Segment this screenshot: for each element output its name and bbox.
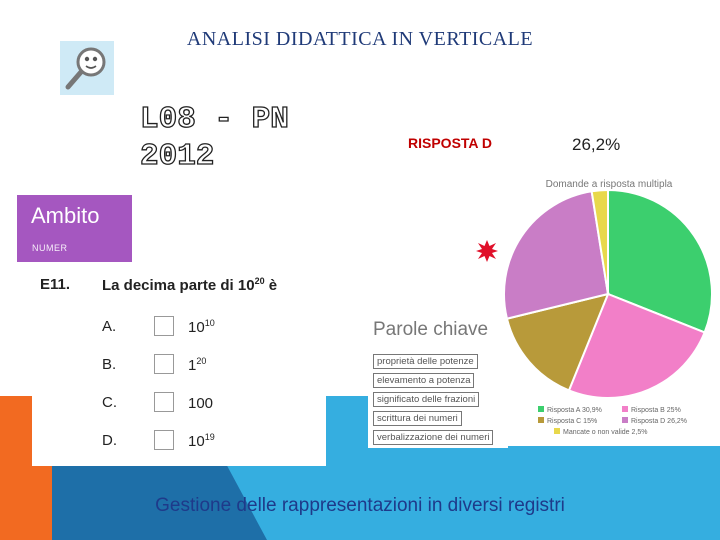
keywords-panel: Parole chiave proprietà delle potenze el…: [368, 312, 508, 448]
pie-slice-1: [567, 292, 706, 399]
pie-slice-2: [505, 292, 610, 392]
legend-swatch-2: [538, 417, 544, 423]
pie-chart: Domande a risposta multipla Risposta A 30…: [503, 179, 713, 436]
legend-swatch-3: [622, 417, 628, 423]
question-text: La decima parte di 1020 è: [102, 276, 277, 294]
bottom-darkblue-band: [52, 460, 267, 540]
answer-option-b: B. 120: [40, 354, 320, 378]
option-d-checkbox[interactable]: [154, 430, 174, 450]
footer-subtitle: Gestione delle rappresentazioni in diver…: [155, 495, 565, 516]
question-text-exponent: 20: [254, 276, 265, 286]
option-value: 100: [188, 394, 213, 412]
option-letter: B.: [102, 356, 117, 373]
keyword-tag: elevamento a potenza: [373, 373, 475, 388]
option-base: 1: [188, 357, 197, 374]
page-title: ANALISI DIDATTICA IN VERTICALE: [186, 28, 534, 50]
answer-option-c: C. 100: [40, 392, 320, 416]
option-base: 100: [188, 395, 214, 412]
option-exponent: 10: [204, 318, 215, 328]
pie-slice-3: [503, 190, 610, 320]
legend-swatch-0: [538, 406, 544, 412]
ambito-badge: Ambito NUMER: [17, 195, 132, 262]
pie-slice-0: [607, 188, 713, 334]
keyword-tag: proprietà delle potenze: [373, 354, 478, 369]
option-letter: A.: [102, 318, 117, 335]
ambito-subtitle: NUMER: [32, 243, 68, 253]
option-a-checkbox[interactable]: [154, 316, 174, 336]
answer-option-d: D. 1019: [40, 430, 320, 454]
keyword-tag: significato delle frazioni: [373, 392, 480, 407]
chart-title: Domande a risposta multipla: [546, 179, 673, 190]
keyword-tag: verbalizzazione dei numeri: [373, 430, 494, 445]
option-value: 120: [188, 356, 206, 374]
legend-swatch-4: [554, 428, 560, 434]
option-base: 10: [188, 433, 205, 450]
magnifier-icon: [60, 41, 114, 95]
option-letter: C.: [102, 394, 117, 411]
legend-label-0: Risposta A 30,9%: [547, 407, 602, 414]
legend-label-3: Risposta D 26,2%: [631, 418, 687, 425]
keywords-title: Parole chiave: [373, 319, 489, 340]
question-text-after: è: [264, 277, 278, 294]
answer-option-a: A. 1010: [40, 316, 320, 340]
legend-swatch-1: [622, 406, 628, 412]
test-code-line2: 2012: [139, 138, 215, 174]
test-code-line1: L08 - PN: [139, 101, 289, 137]
test-code: L08 - PN 2012: [139, 101, 289, 175]
option-b-checkbox[interactable]: [154, 354, 174, 374]
question-number: E11.: [40, 276, 71, 293]
pie-chart-panel: Domande a risposta multipla Risposta A 30…: [498, 170, 720, 446]
keyword-tag: scrittura dei numeri: [373, 411, 462, 426]
option-c-checkbox[interactable]: [154, 392, 174, 412]
legend-label-4: Mancate o non valide 2,5%: [563, 429, 647, 436]
legend-label-1: Risposta B 25%: [631, 407, 681, 414]
option-exponent: 20: [196, 356, 207, 366]
pie-slice-4: [590, 188, 609, 295]
ambito-title: Ambito: [31, 203, 100, 228]
legend-label-2: Risposta C 15%: [547, 418, 597, 425]
option-value: 1019: [188, 432, 215, 450]
starburst-icon: [476, 240, 498, 262]
answer-label: RISPOSTA D: [408, 135, 493, 151]
question-panel: E11. La decima parte di 1020 è A. 1010 B…: [32, 262, 326, 466]
option-base: 10: [188, 319, 205, 336]
option-letter: D.: [102, 432, 117, 449]
question-text-before: La decima parte di 10: [102, 277, 255, 294]
answer-value: 26,2%: [572, 135, 621, 154]
option-exponent: 19: [204, 432, 215, 442]
option-value: 1010: [188, 318, 215, 336]
